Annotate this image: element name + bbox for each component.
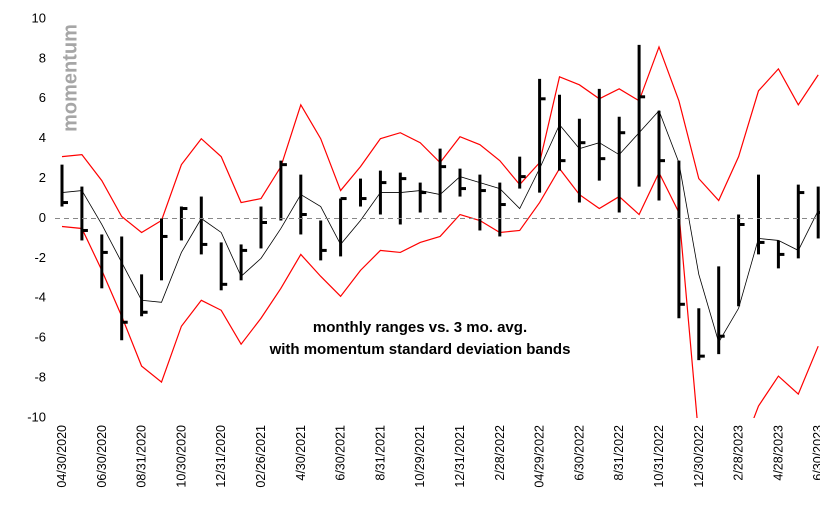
x-tick-label: 8/31/2022 [612,425,626,481]
y-tick-label: 2 [39,170,46,185]
x-tick-label: 04/29/2022 [533,425,547,488]
x-tick-label: 04/30/2020 [55,425,69,488]
y-tick-label: 10 [32,10,46,25]
x-tick-label: 12/31/2021 [453,425,467,488]
y-tick-label: 6 [39,90,46,105]
x-tick-label: 06/30/2020 [95,425,109,488]
y-tick-label: -4 [34,290,46,305]
x-tick-label: 12/30/2022 [692,425,706,488]
y-tick-label: 0 [39,210,46,225]
x-tick-label: 02/26/2021 [254,425,268,488]
x-tick-label: 10/29/2021 [413,425,427,488]
x-tick-label: 08/31/2020 [135,425,149,488]
x-tick-label: 6/30/2021 [334,425,348,481]
y-tick-label: -6 [34,330,46,345]
x-tick-label: 10/30/2020 [174,425,188,488]
x-tick-label: 6/30/2023 [811,425,820,481]
x-tick-label: 2/28/2022 [493,425,507,481]
average-line [61,110,819,344]
plot-area [60,44,820,418]
x-tick-label: 2/28/2023 [732,425,746,481]
y-tick-label: 8 [39,50,46,65]
annotation: monthly ranges vs. 3 mo. avg. [313,319,527,336]
annotation: with momentum standard deviation bands [269,341,571,358]
y-tick-label: -2 [34,250,46,265]
y-axis-label: momentum [59,24,81,132]
x-tick-label: 10/31/2022 [652,425,666,488]
y-tick-label: -10 [27,409,46,424]
x-tick-label: 8/31/2021 [373,425,387,481]
x-tick-label: 6/30/2022 [572,425,586,481]
x-tick-label: 4/30/2021 [294,425,308,481]
x-tick-label: 4/28/2023 [771,425,785,481]
y-tick-label: 4 [39,130,46,145]
x-tick-label: 12/31/2020 [214,425,228,488]
y-tick-label: -8 [34,370,46,385]
lower-band [61,167,819,418]
